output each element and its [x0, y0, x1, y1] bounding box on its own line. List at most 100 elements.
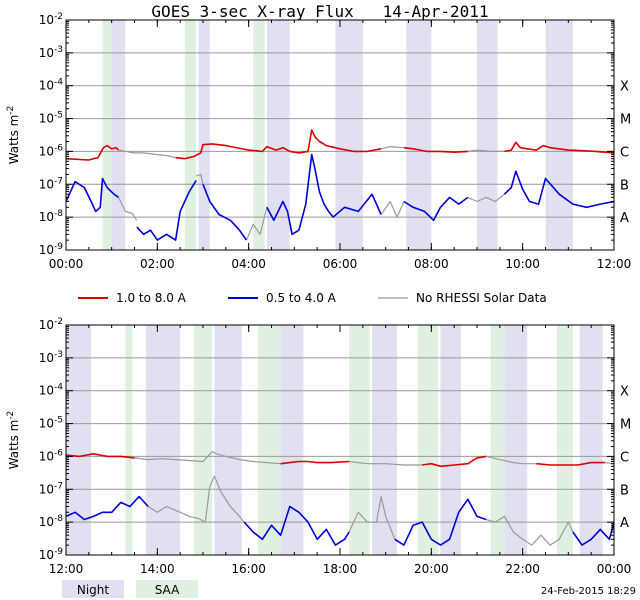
series-nodata-line: [380, 146, 404, 150]
band-legend-label-night: Night: [77, 583, 110, 597]
x-tick-label: 06:00: [323, 257, 358, 271]
saa-band: [253, 20, 265, 250]
shaded-bands: [102, 20, 573, 250]
x-tick-label: 00:00: [597, 562, 632, 576]
x-tick-label: 16:00: [231, 562, 266, 576]
series-nodata-line: [196, 173, 204, 185]
series-nodata-line: [348, 496, 396, 540]
night-band: [111, 20, 126, 250]
x-tick-label: 12:00: [49, 562, 84, 576]
y-tick-label: 10-8: [39, 514, 64, 529]
y-tick-label: 10-4: [39, 78, 64, 93]
band-legend: Night SAA: [62, 580, 198, 598]
chart-panel-top: 10-9 10-8 10-7 10-6 10-5 10-4 10-3 10-2 00:00 02:…: [6, 12, 631, 271]
legend-label-short: 0.5 to 4.0 A: [266, 291, 337, 305]
series-nodata-line: [147, 475, 245, 523]
series-long-line: [422, 455, 487, 468]
saa-band: [184, 20, 197, 250]
y-tick-label: 10-2: [39, 317, 63, 332]
chart-panel-bottom: 10-9 10-8 10-7 10-6 10-5 10-4 10-3 10-2 12:00 14:…: [6, 317, 631, 576]
saa-band: [556, 325, 573, 555]
footer-timestamp: 24-Feb-2015 18:29: [541, 586, 636, 597]
series-short-line: [243, 505, 350, 546]
series-nodata-line: [117, 197, 138, 221]
series-long-line: [280, 460, 350, 465]
series-short-line: [572, 521, 614, 546]
night-band: [198, 20, 210, 250]
y-tick-label: 10-9: [39, 242, 64, 257]
x-tick-label: 10:00: [505, 257, 540, 271]
series-lines: [66, 451, 614, 546]
x-tick-label: 02:00: [140, 257, 175, 271]
flare-class-label: A: [620, 211, 629, 226]
series-lines: [66, 129, 614, 241]
legend-label-long: 1.0 to 8.0 A: [116, 291, 187, 305]
night-band: [66, 325, 92, 555]
saa-band: [125, 325, 133, 555]
band-legend-swatch-saa: [136, 580, 198, 598]
night-band: [440, 325, 462, 555]
band-legend-swatch-night: [62, 580, 124, 598]
flare-class-label: M: [620, 113, 631, 128]
series-nodata-line: [485, 455, 537, 465]
y-tick-label: 10-7: [39, 176, 63, 191]
x-tick-label: 18:00: [323, 562, 358, 576]
series-nodata-line: [118, 149, 176, 159]
series-long-line: [504, 141, 614, 154]
series-short-line: [266, 153, 382, 236]
series-legend: 1.0 to 8.0 A 0.5 to 4.0 A No RHESSI Solar …: [78, 291, 547, 305]
y-tick-label: 10-6: [39, 143, 64, 158]
y-tick-label: 10-5: [39, 111, 63, 126]
y-tick-label: 10-6: [39, 448, 64, 463]
saa-band: [349, 325, 370, 555]
night-band: [266, 20, 290, 250]
series-long-line: [66, 452, 135, 459]
series-short-line: [503, 170, 614, 209]
series-nodata-line: [245, 207, 268, 241]
series-nodata-line: [380, 200, 405, 218]
series-long-line: [66, 144, 120, 161]
series-nodata-line: [467, 149, 505, 152]
night-band: [214, 325, 242, 555]
night-band: [280, 325, 304, 555]
series-nodata-line: [467, 193, 505, 203]
series-short-line: [202, 184, 248, 241]
saa-band: [257, 325, 281, 555]
series-long-line: [175, 129, 382, 160]
x-tick-label: 20:00: [414, 562, 449, 576]
night-band: [371, 325, 398, 555]
night-band: [545, 20, 573, 250]
series-long-line: [403, 146, 468, 153]
x-tick-label: 04:00: [231, 257, 266, 271]
series-short-line: [136, 180, 197, 241]
x-tick-label: 14:00: [140, 562, 175, 576]
saa-band: [193, 325, 213, 555]
y-tick-label: 10-4: [39, 383, 64, 398]
y-tick-label: 10-8: [39, 209, 64, 224]
x-tick-label: 00:00: [49, 257, 84, 271]
y-tick-label: 10-3: [39, 350, 63, 365]
night-band: [579, 325, 603, 555]
series-short-line: [66, 177, 119, 213]
x-tick-label: 08:00: [414, 257, 449, 271]
night-band: [477, 20, 498, 250]
shaded-bands: [66, 325, 603, 555]
flare-class-label: X: [620, 385, 629, 400]
series-short-line: [394, 498, 487, 546]
saa-band: [417, 325, 439, 555]
y-tick-label: 10-7: [39, 481, 63, 496]
y-axis-label: Watts m-2: [6, 411, 21, 470]
night-band: [145, 325, 181, 555]
saa-band: [102, 20, 112, 250]
night-band: [335, 20, 363, 250]
y-tick-label: 10-2: [39, 12, 63, 27]
page-title: GOES 3-sec X-ray Flux 14-Apr-2011: [151, 2, 489, 21]
y-tick-label: 10-5: [39, 416, 63, 431]
x-tick-label: 22:00: [505, 562, 540, 576]
flare-class-label: C: [620, 450, 629, 465]
series-nodata-line: [485, 515, 574, 546]
night-band: [406, 20, 432, 250]
flare-class-label: X: [620, 80, 629, 95]
flare-class-label: M: [620, 418, 631, 433]
